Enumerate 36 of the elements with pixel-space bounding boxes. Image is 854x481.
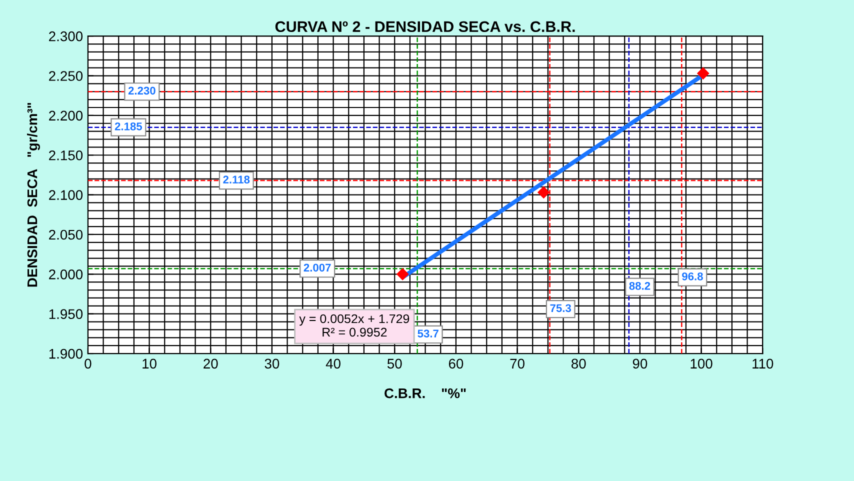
ref-line-label: 53.7: [418, 330, 438, 338]
x-tick-label: 110: [752, 358, 774, 369]
chart-title: CURVA Nº 2 - DENSIDAD SECA vs. C.B.R.: [275, 21, 575, 32]
x-tick-label: 20: [204, 358, 218, 369]
y-tick-label: 2.150: [49, 150, 83, 160]
y-tick-label: 2.000: [49, 270, 83, 280]
ref-line-label: 2.230: [128, 86, 156, 95]
point: [396, 268, 409, 280]
x-tick-label: 70: [510, 358, 524, 369]
y-axis-title: DENSIDAD SECA "gr/cm³": [27, 102, 40, 287]
x-tick-label: 50: [387, 358, 402, 369]
y-tick-label: 2.250: [49, 71, 83, 81]
ref-line-label: 2.007: [304, 264, 331, 272]
x-tick-label: 40: [326, 358, 340, 369]
point: [537, 186, 550, 199]
x-tick-label: 60: [448, 358, 464, 369]
point: [696, 67, 710, 80]
y-tick-label: 2.300: [49, 31, 83, 42]
y-tick-label: 2.050: [49, 230, 83, 240]
ref-line-label: 2.185: [114, 122, 142, 130]
y-tick-label: 1.900: [49, 348, 83, 359]
ref-line-label: 2.118: [223, 176, 250, 184]
annotation: y = 0.0052x + 1.729 R² = 0.9952: [299, 314, 410, 337]
x-tick-label: 30: [264, 358, 280, 369]
x-tick-label: 0: [84, 358, 92, 369]
y-tick-label: 2.200: [49, 110, 83, 121]
y-tick-label: 1.950: [49, 309, 83, 320]
y-tick-label: 2.100: [49, 190, 83, 200]
x-tick-label: 80: [572, 358, 586, 369]
ref-line-label: 75.3: [550, 304, 572, 312]
x-tick-label: 10: [142, 358, 156, 369]
x-tick-label: 90: [632, 358, 648, 369]
ref-line-label: 88.2: [629, 282, 650, 290]
x-axis-title: C.B.R. "%": [384, 388, 466, 398]
x-tick-label: 100: [690, 358, 712, 369]
ref-line-label: 96.8: [682, 272, 703, 280]
